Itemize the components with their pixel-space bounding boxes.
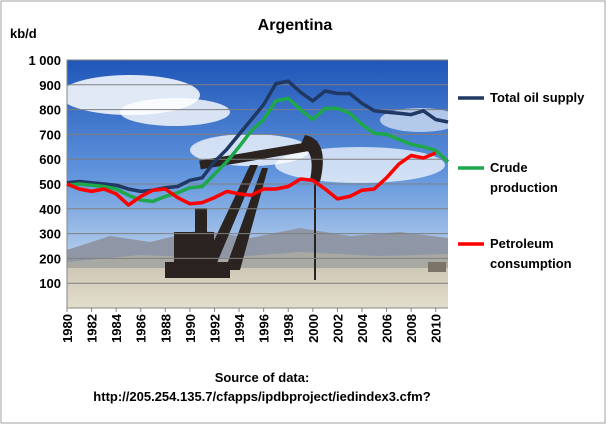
x-tick-label: 1980 bbox=[60, 314, 75, 343]
y-tick-label: 200 bbox=[39, 251, 61, 266]
y-tick-labels: 100 200 300 400 500 600 700 800 900 1 000 bbox=[28, 53, 61, 291]
x-tick-label: 1988 bbox=[158, 314, 173, 343]
legend-label: Petroleum bbox=[490, 236, 554, 251]
oil-pump-photo bbox=[67, 60, 448, 308]
x-tick-labels: 1980 1982 1984 1986 1988 1990 1992 1994 1996 1998… bbox=[60, 308, 444, 343]
x-tick-label: 1982 bbox=[85, 314, 100, 343]
source-line-1: Source of data: bbox=[215, 370, 310, 385]
y-axis-label: kb/d bbox=[10, 26, 37, 41]
legend-label: consumption bbox=[490, 256, 572, 271]
y-tick-label: 300 bbox=[39, 227, 61, 242]
y-tick-label: 400 bbox=[39, 202, 61, 217]
x-tick-label: 1990 bbox=[183, 314, 198, 343]
y-tick-label: 900 bbox=[39, 78, 61, 93]
y-tick-label: 1 000 bbox=[28, 53, 61, 68]
y-tick-label: 100 bbox=[39, 276, 61, 291]
x-tick-label: 2000 bbox=[306, 314, 321, 343]
y-tick-label: 700 bbox=[39, 127, 61, 142]
source-line-2: http://205.254.135.7/cfapps/ipdbproject/… bbox=[93, 389, 430, 404]
legend-label: Crude bbox=[490, 160, 528, 175]
series-line-1 bbox=[66, 79, 449, 194]
series-line-2 bbox=[66, 96, 450, 204]
y-tick-label: 500 bbox=[39, 177, 61, 192]
x-tick-label: 1986 bbox=[134, 314, 149, 343]
x-tick-label: 2002 bbox=[330, 314, 345, 343]
chart-title: Argentina bbox=[258, 17, 333, 34]
x-tick-label: 2010 bbox=[429, 314, 444, 343]
ground bbox=[67, 268, 448, 308]
series-lines bbox=[66, 79, 450, 207]
x-tick-label: 1992 bbox=[207, 314, 222, 343]
x-tick-label: 2008 bbox=[404, 314, 419, 343]
x-tick-label: 2004 bbox=[355, 313, 370, 343]
far-hills bbox=[67, 252, 448, 272]
x-tick-label: 2006 bbox=[380, 314, 395, 343]
x-tick-label: 1996 bbox=[257, 314, 272, 343]
cloud bbox=[120, 98, 230, 126]
x-tick-label: 1984 bbox=[109, 313, 124, 343]
legend-label: production bbox=[490, 180, 558, 195]
series-line-3 bbox=[66, 151, 437, 207]
legend: Total oil supply Crude production Petroleum… bbox=[458, 90, 585, 271]
y-tick-label: 600 bbox=[39, 152, 61, 167]
x-tick-label: 1998 bbox=[281, 314, 296, 343]
y-tick-label: 800 bbox=[39, 103, 61, 118]
x-tick-label: 1994 bbox=[232, 313, 247, 343]
legend-label: Total oil supply bbox=[490, 90, 585, 105]
